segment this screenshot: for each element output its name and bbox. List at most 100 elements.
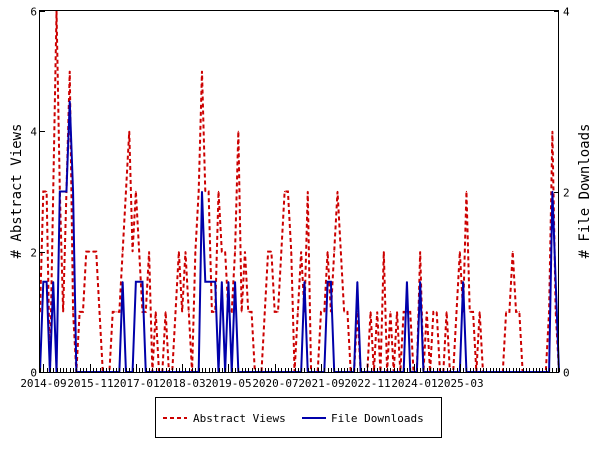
data-point-abstract-views — [145, 311, 147, 313]
data-point-abstract-views — [455, 311, 458, 313]
data-point-abstract-views — [250, 311, 253, 313]
data-point-file-downloads — [141, 281, 144, 283]
data-point-abstract-views — [188, 311, 190, 313]
tick-layer — [40, 11, 560, 373]
data-point-file-downloads — [69, 100, 71, 102]
data-point-file-downloads — [46, 281, 48, 283]
plot-frame — [39, 10, 559, 373]
data-point-abstract-views — [135, 190, 137, 193]
data-point-file-downloads — [72, 190, 74, 193]
legend-label-file-downloads: File Downloads — [331, 412, 424, 425]
data-point-file-downloads — [330, 281, 332, 283]
data-point-abstract-views — [297, 311, 299, 313]
data-point-abstract-views — [280, 251, 282, 253]
data-point-abstract-views — [518, 311, 520, 313]
data-point-abstract-views — [277, 311, 279, 313]
data-point-file-downloads — [555, 281, 557, 283]
x-tick-label: 2017-01 — [113, 377, 159, 390]
data-point-abstract-views — [274, 311, 276, 313]
data-point-abstract-views — [82, 311, 84, 313]
data-point-file-downloads — [227, 281, 230, 283]
data-point-file-downloads — [122, 281, 124, 283]
data-point-file-downloads — [211, 281, 213, 283]
data-point-abstract-views — [300, 251, 302, 253]
data-point-abstract-views — [396, 311, 398, 313]
data-point-abstract-views — [72, 311, 74, 313]
y-right-axis-title: # File Downloads — [577, 124, 593, 259]
data-point-abstract-views — [267, 251, 269, 253]
legend-box — [155, 397, 442, 438]
x-tick-label: 2019-05 — [205, 377, 251, 390]
data-point-abstract-views — [125, 190, 127, 193]
data-point-abstract-views — [419, 251, 421, 253]
data-point-abstract-views — [148, 251, 150, 253]
data-point-abstract-views — [131, 251, 134, 253]
x-tick-label: 2020-07 — [252, 377, 298, 390]
legend-label-abstract-views: Abstract Views — [193, 412, 286, 425]
data-point-abstract-views — [270, 251, 272, 253]
data-point-file-downloads — [303, 281, 306, 283]
y-left-axis-title: # Abstract Views — [9, 124, 25, 259]
data-point-abstract-views — [221, 251, 223, 253]
data-point-file-downloads — [406, 281, 408, 283]
data-point-abstract-views — [217, 190, 220, 193]
x-tick-label: 2021-09 — [298, 377, 344, 390]
data-point-abstract-views — [403, 311, 405, 313]
data-point-abstract-views — [508, 311, 511, 313]
data-point-abstract-views — [231, 311, 233, 313]
data-point-file-downloads — [462, 281, 464, 283]
data-point-file-downloads — [551, 190, 553, 193]
label-layer: 2014-09 2015-11 2017-01 2018-03 2019-05 2020-… — [20, 6, 570, 391]
data-point-abstract-views — [290, 251, 292, 253]
data-point-abstract-views — [284, 190, 286, 193]
data-point-abstract-views — [211, 311, 213, 313]
data-point-abstract-views — [62, 311, 64, 313]
data-point-abstract-views — [204, 190, 206, 193]
data-point-abstract-views — [376, 311, 378, 313]
y-left-tick-label: 2 — [30, 247, 37, 260]
series-layer — [39, 10, 560, 373]
data-point-file-downloads — [42, 281, 44, 283]
data-point-abstract-views — [98, 311, 101, 313]
data-point-abstract-views — [340, 251, 342, 253]
data-point-abstract-views — [165, 311, 167, 313]
data-point-abstract-views — [224, 251, 226, 253]
data-point-file-downloads — [214, 281, 216, 283]
data-point-abstract-views — [472, 311, 474, 313]
data-point-abstract-views — [327, 251, 329, 253]
y-right-tick-label: 4 — [563, 6, 570, 19]
x-tick-label: 2018-03 — [159, 377, 205, 390]
data-point-abstract-views — [446, 311, 448, 313]
data-point-abstract-views — [432, 311, 434, 313]
data-point-abstract-views — [369, 311, 372, 313]
data-point-file-downloads — [207, 281, 210, 283]
data-point-abstract-views — [122, 251, 124, 253]
y-left-tick-label: 6 — [30, 6, 37, 19]
x-tick-label: 2014-09 — [20, 377, 66, 390]
data-point-abstract-views — [115, 311, 117, 313]
data-point-abstract-views — [207, 190, 210, 193]
data-point-abstract-views — [79, 311, 81, 313]
data-point-file-downloads — [52, 281, 54, 283]
y-left-tick-label: 0 — [30, 367, 37, 380]
data-point-abstract-views — [515, 311, 517, 313]
data-point-file-downloads — [419, 281, 421, 283]
data-point-abstract-views — [237, 130, 239, 132]
y-right-tick-label: 0 — [563, 367, 570, 380]
data-point-abstract-views — [112, 311, 114, 313]
x-tick-label: 2025-03 — [437, 377, 483, 390]
data-point-file-downloads — [138, 281, 140, 283]
data-point-abstract-views — [174, 311, 177, 313]
data-point-file-downloads — [234, 281, 236, 283]
data-point-abstract-views — [181, 311, 183, 313]
data-point-abstract-views — [287, 190, 289, 193]
y-right-tick-label: 2 — [563, 187, 570, 200]
series-line-abstract-views — [39, 10, 560, 373]
data-point-abstract-views — [128, 130, 130, 132]
data-point-abstract-views — [426, 311, 428, 313]
data-point-abstract-views — [52, 190, 54, 193]
data-point-abstract-views — [155, 311, 157, 313]
data-point-abstract-views — [551, 130, 553, 132]
data-point-abstract-views — [465, 190, 468, 193]
